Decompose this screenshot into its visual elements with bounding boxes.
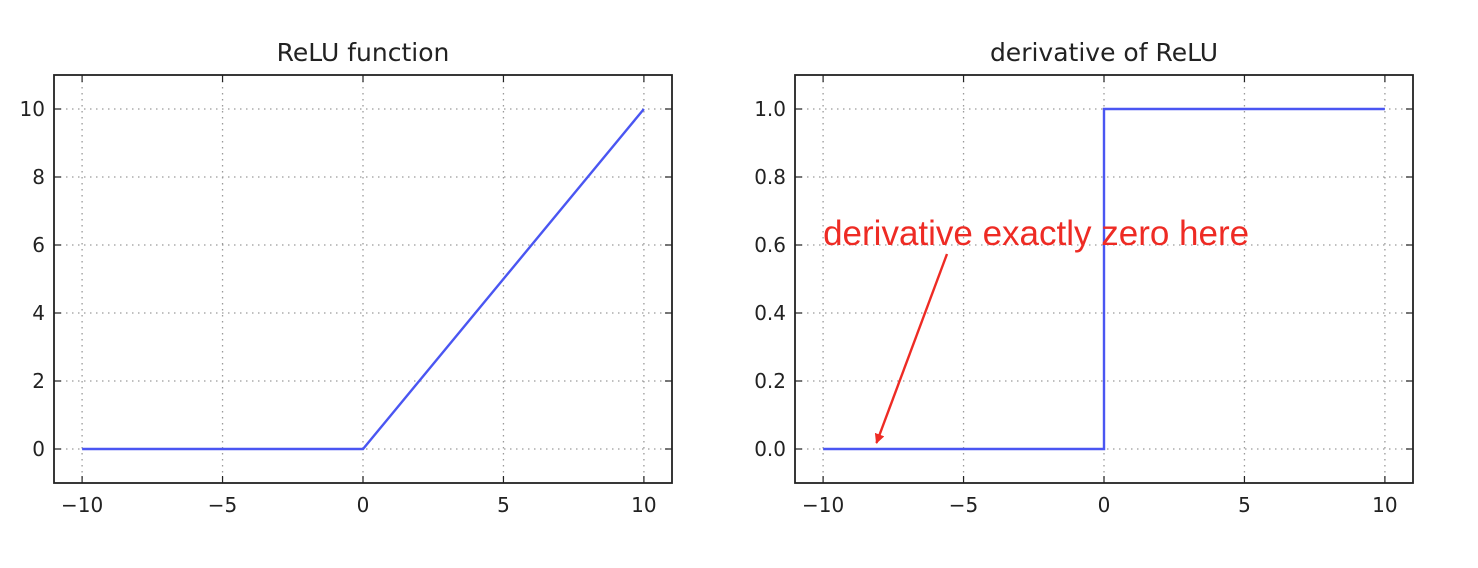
y-tick-label: 8 bbox=[32, 165, 45, 189]
chart-title: derivative of ReLU bbox=[990, 38, 1218, 67]
chart-1: −10 −5 0 5 10 0 2 4 6 8 10 ReLU function bbox=[20, 38, 673, 517]
y-tick-label: 0 bbox=[32, 437, 45, 461]
plot-frame bbox=[794, 74, 1414, 484]
y-tick-label: 0.8 bbox=[754, 165, 786, 189]
y-tick-label: 6 bbox=[32, 233, 45, 257]
y-tick-label: 0.6 bbox=[754, 233, 786, 257]
y-tick-label: 4 bbox=[32, 301, 45, 325]
y-tick-label: 0.2 bbox=[754, 369, 786, 393]
y-tick-label: 10 bbox=[20, 97, 45, 121]
y-tick-label: 0.0 bbox=[754, 437, 786, 461]
x-tick-label: −10 bbox=[802, 493, 844, 517]
x-tick-label: −5 bbox=[208, 493, 237, 517]
annotation-text: derivative exactly zero here bbox=[823, 214, 1249, 253]
annotation-arrow bbox=[874, 253, 949, 444]
x-tick-label: 0 bbox=[1098, 493, 1111, 517]
y-tick-label: 2 bbox=[32, 369, 45, 393]
series-line bbox=[823, 107, 1385, 451]
y-tick-label: 0.4 bbox=[754, 301, 786, 325]
x-tick-label: 10 bbox=[631, 493, 656, 517]
x-tick-label: 0 bbox=[357, 493, 370, 517]
x-tick-label: 10 bbox=[1372, 493, 1397, 517]
y-tick-label: 1.0 bbox=[754, 97, 786, 121]
chart-title: ReLU function bbox=[277, 38, 450, 67]
x-tick-label: 5 bbox=[1238, 493, 1251, 517]
chart-2: −10 −5 0 5 10 0.0 0.2 0.4 0.6 0.8 1.0 derivative of… bbox=[754, 38, 1414, 517]
x-tick-label: −10 bbox=[61, 493, 103, 517]
x-tick-label: −5 bbox=[949, 493, 978, 517]
series-line bbox=[82, 108, 645, 451]
plot-frame bbox=[53, 74, 673, 484]
x-tick-label: 5 bbox=[497, 493, 510, 517]
